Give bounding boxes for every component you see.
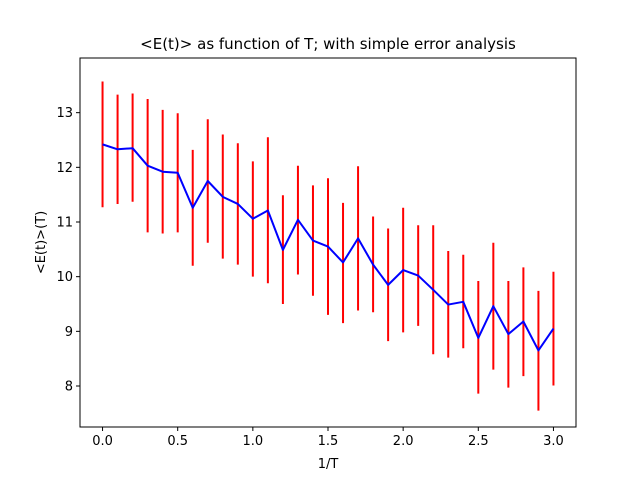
x-tick-label: 2.0	[393, 434, 414, 449]
x-axis-label: 1/T	[318, 457, 339, 472]
x-tick-label: 1.0	[243, 434, 264, 449]
axes-frame	[79, 57, 577, 428]
y-tick-label: 8	[65, 380, 73, 395]
x-tick-label: 1.5	[318, 434, 339, 449]
x-tick-label: 3.0	[543, 434, 564, 449]
x-tick-label: 2.5	[468, 434, 489, 449]
y-tick-label: 11	[56, 216, 73, 231]
plot-area: 0.0 0.5 1.0 1.5 2.0 2.5 3.0 8 9 10 11 12 13	[56, 81, 564, 449]
x-tick-label: 0.5	[167, 434, 188, 449]
y-axis-label: <E(t)>(T)	[34, 211, 49, 274]
series-line	[102, 143, 555, 352]
y-tick-label: 10	[56, 270, 73, 285]
y-tick-label: 13	[56, 106, 73, 121]
x-tick-label: 0.0	[92, 434, 113, 449]
y-tick-label: 9	[65, 325, 73, 340]
y-tick-label: 12	[56, 161, 73, 176]
chart-title: <E(t)> as function of T; with simple err…	[140, 35, 516, 53]
